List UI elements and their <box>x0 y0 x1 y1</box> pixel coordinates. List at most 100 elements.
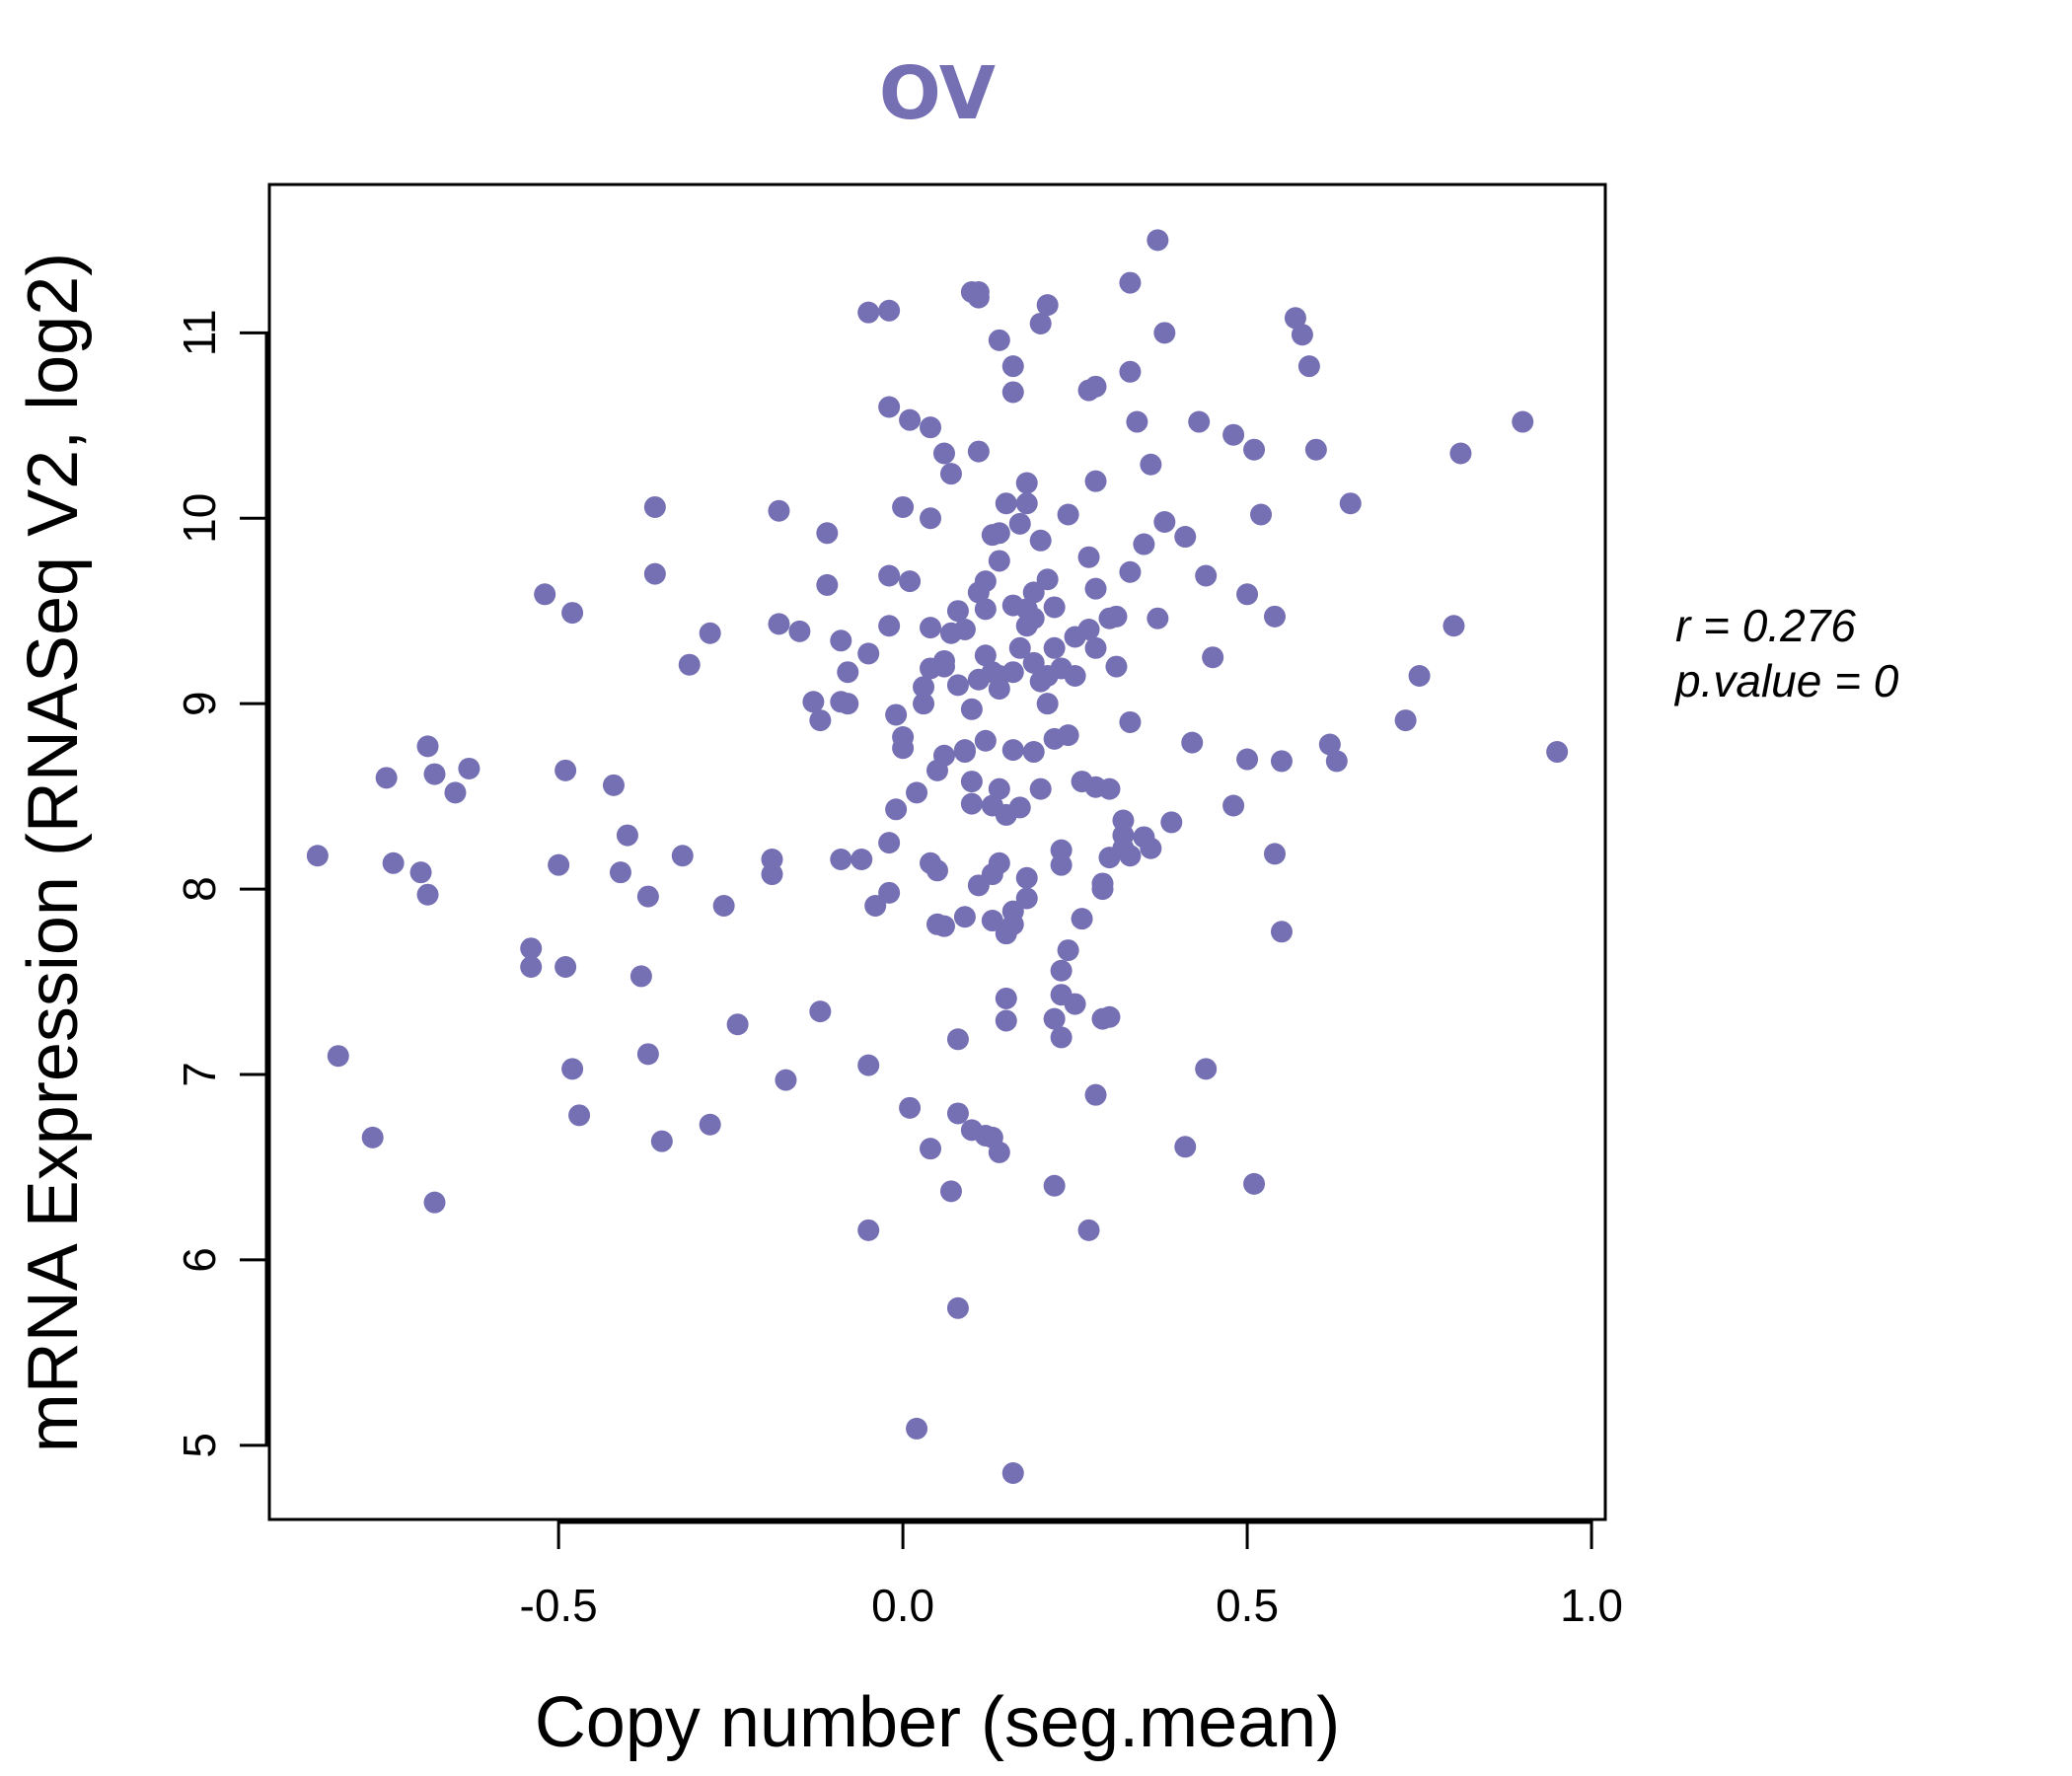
data-point <box>837 693 859 715</box>
data-point <box>1153 322 1176 344</box>
data-point <box>1098 777 1121 800</box>
y-tick-label: 9 <box>174 691 225 716</box>
data-point <box>1449 442 1472 465</box>
data-point <box>1001 739 1024 762</box>
data-point <box>382 851 405 874</box>
data-point <box>327 1045 349 1068</box>
data-point <box>953 741 976 764</box>
data-point <box>1546 741 1569 764</box>
data-point <box>995 492 1017 515</box>
data-point <box>1160 811 1183 834</box>
data-point <box>306 845 329 867</box>
data-point <box>1105 605 1128 628</box>
data-point <box>1119 710 1142 733</box>
data-point <box>995 1009 1017 1032</box>
y-tick-label: 7 <box>174 1062 225 1087</box>
data-point <box>1243 438 1266 461</box>
y-tick-label: 10 <box>174 493 225 544</box>
x-tick-label: 0.5 <box>1216 1580 1279 1631</box>
data-point <box>726 1013 749 1036</box>
data-point <box>1050 839 1073 861</box>
data-point <box>974 570 997 593</box>
data-point <box>960 698 983 720</box>
data-point <box>1250 503 1273 526</box>
data-point <box>878 396 901 418</box>
data-point <box>906 781 928 804</box>
data-point <box>1001 1462 1024 1485</box>
data-point <box>1284 307 1306 330</box>
data-point <box>1036 294 1059 317</box>
data-point <box>520 956 543 979</box>
data-point <box>712 894 735 917</box>
data-point <box>1050 959 1073 982</box>
data-point <box>1084 375 1107 398</box>
data-point <box>602 774 625 796</box>
data-point <box>1015 866 1038 889</box>
data-point <box>864 894 887 917</box>
data-point <box>988 851 1010 874</box>
data-point <box>857 642 880 665</box>
data-point <box>1001 381 1024 404</box>
data-point <box>699 1113 721 1136</box>
data-point <box>974 729 997 752</box>
data-point <box>650 1130 673 1152</box>
data-point <box>1188 410 1211 433</box>
data-point <box>1057 724 1079 747</box>
data-point <box>946 600 969 623</box>
data-point <box>906 1417 928 1440</box>
data-point <box>1181 731 1204 754</box>
data-point <box>1394 709 1417 732</box>
data-point <box>809 709 832 732</box>
data-point <box>534 583 556 606</box>
data-point <box>1297 355 1320 378</box>
data-point <box>988 678 1010 701</box>
data-point <box>1243 1172 1266 1195</box>
data-point <box>1147 229 1169 252</box>
data-point <box>629 965 652 988</box>
x-axis-title: Copy number (seg.mean) <box>535 1683 1340 1762</box>
data-point <box>1098 1005 1121 1028</box>
data-point <box>1015 492 1038 515</box>
data-point <box>520 937 543 960</box>
data-point <box>885 703 908 726</box>
data-point <box>761 863 783 886</box>
y-axis: 5 6 7 8 9 10 11 <box>174 309 269 1458</box>
data-point <box>932 442 955 465</box>
data-point <box>416 883 439 906</box>
data-point <box>1263 843 1286 865</box>
data-point <box>988 1141 1010 1163</box>
data-point <box>953 619 976 640</box>
data-point <box>1512 410 1534 433</box>
data-point <box>878 299 901 322</box>
data-point <box>939 463 962 485</box>
data-point <box>1029 312 1052 334</box>
data-point <box>899 570 922 593</box>
data-point <box>816 573 839 596</box>
data-point <box>1126 410 1148 433</box>
data-point <box>1105 655 1128 678</box>
data-point <box>555 759 577 781</box>
data-point <box>643 562 666 585</box>
data-point <box>885 798 908 821</box>
data-point <box>932 915 955 937</box>
data-point <box>1036 568 1059 591</box>
data-point <box>1043 1174 1066 1197</box>
data-point <box>913 676 935 699</box>
data-point <box>1291 324 1313 346</box>
data-point <box>636 1043 659 1066</box>
data-point <box>830 629 852 652</box>
data-point <box>1022 741 1045 764</box>
data-point <box>458 757 481 779</box>
data-point <box>416 735 439 758</box>
data-point <box>1339 492 1362 515</box>
data-point <box>375 767 398 789</box>
data-point <box>1064 993 1086 1015</box>
data-point <box>1222 794 1245 817</box>
data-point <box>788 620 811 642</box>
x-tick-label: 0.0 <box>871 1580 934 1631</box>
data-point <box>444 781 467 804</box>
data-point <box>1140 837 1162 859</box>
data-point <box>1022 581 1045 604</box>
data-point <box>1064 664 1086 687</box>
data-point <box>1195 1058 1218 1080</box>
